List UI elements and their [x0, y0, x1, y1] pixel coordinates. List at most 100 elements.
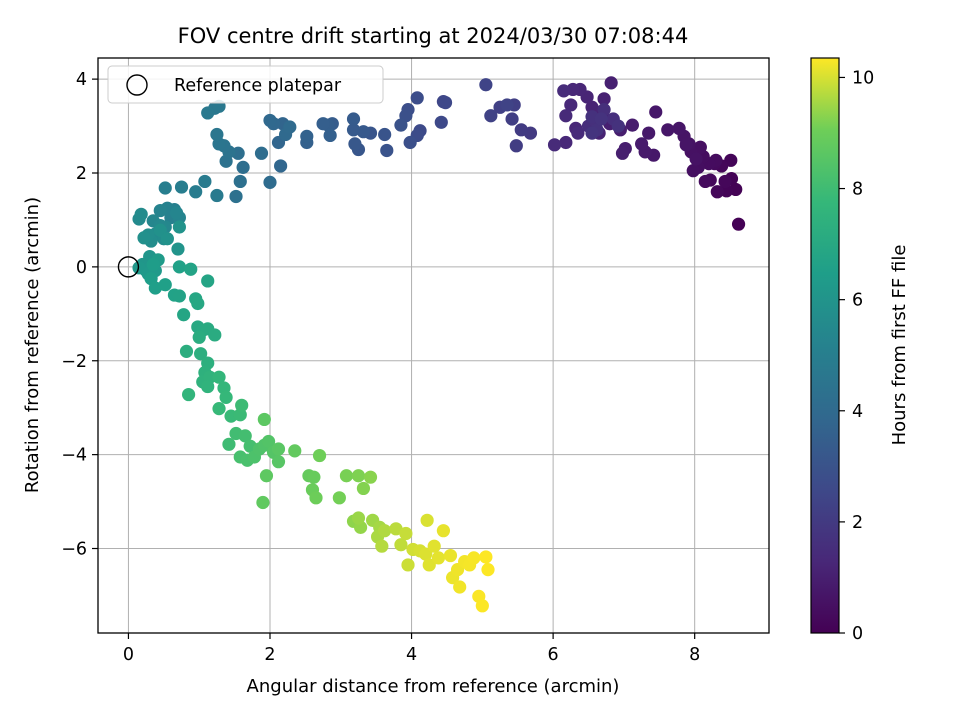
- data-point: [410, 91, 424, 105]
- data-point: [475, 599, 489, 613]
- data-point: [686, 164, 700, 178]
- data-point: [192, 330, 206, 344]
- data-point: [288, 444, 302, 458]
- data-point: [208, 328, 222, 342]
- data-point: [198, 174, 212, 189]
- data-point: [356, 125, 371, 139]
- data-point: [642, 126, 656, 140]
- y-tick-label: −2: [61, 352, 87, 372]
- data-point: [514, 123, 528, 137]
- data-point: [649, 105, 663, 119]
- data-point: [271, 442, 286, 456]
- data-point: [419, 547, 433, 561]
- data-point: [634, 137, 649, 151]
- data-point: [261, 434, 276, 449]
- data-point: [375, 539, 389, 553]
- x-tick-label: 6: [548, 645, 559, 665]
- data-point: [467, 551, 481, 565]
- data-point: [169, 206, 184, 220]
- data-point: [380, 143, 394, 158]
- data-point: [316, 117, 330, 131]
- data-point: [254, 146, 269, 160]
- data-point: [422, 558, 436, 572]
- legend-label-reference: Reference platepar: [174, 76, 342, 96]
- data-point: [378, 524, 392, 538]
- data-point: [571, 126, 585, 140]
- data-point: [158, 278, 172, 292]
- data-point: [718, 174, 732, 189]
- data-point: [378, 127, 392, 142]
- data-point: [201, 274, 215, 288]
- data-point: [401, 558, 415, 572]
- x-tick-label: 4: [406, 645, 417, 665]
- data-point: [177, 308, 191, 322]
- data-point: [585, 100, 599, 114]
- data-point: [479, 78, 493, 92]
- data-point: [233, 174, 247, 189]
- data-point: [389, 522, 403, 536]
- x-axis-label: Angular distance from reference (arcmin): [247, 676, 620, 697]
- legend-marker-reference: [126, 74, 148, 96]
- y-tick-label: −6: [61, 540, 87, 560]
- data-point: [351, 511, 366, 525]
- colorbar-ticks: 0 2 4 6 8 10: [839, 68, 874, 644]
- data-point: [323, 128, 337, 143]
- data-point: [271, 455, 286, 469]
- colorbar-tick-label: 4: [852, 402, 863, 422]
- colorbar-gradient: [810, 57, 840, 634]
- data-point: [420, 513, 434, 527]
- data-point: [594, 112, 608, 126]
- data-point: [263, 175, 277, 189]
- plot-frame: [97, 57, 770, 634]
- data-point: [212, 370, 226, 384]
- data-point: [172, 220, 186, 234]
- colorbar-tick-label: 10: [852, 68, 874, 88]
- data-point: [436, 524, 451, 538]
- y-tick-label: −4: [61, 446, 87, 466]
- data-point: [348, 137, 362, 151]
- data-point: [479, 550, 493, 564]
- data-points: [132, 76, 746, 613]
- reference-point: [117, 256, 140, 278]
- legend-box: [107, 65, 384, 104]
- data-point: [210, 188, 224, 203]
- data-point: [137, 231, 151, 245]
- data-point: [236, 160, 250, 174]
- data-point: [505, 112, 519, 126]
- data-point: [597, 92, 611, 106]
- data-point: [153, 203, 167, 218]
- data-point: [222, 437, 236, 451]
- data-point: [346, 112, 361, 126]
- data-point: [346, 123, 361, 137]
- colorbar-tick-label: 6: [852, 291, 863, 311]
- data-point: [403, 135, 417, 150]
- data-point: [557, 84, 571, 98]
- data-point: [339, 469, 354, 483]
- reference-marker: [117, 256, 140, 278]
- data-point: [259, 469, 274, 483]
- data-point: [201, 379, 215, 394]
- data-point: [427, 539, 441, 553]
- data-point: [351, 469, 366, 483]
- x-axis-ticks: 0 2 4 6 8: [123, 633, 700, 665]
- data-point: [238, 429, 252, 443]
- data-point: [160, 232, 174, 246]
- data-point: [615, 146, 630, 160]
- data-point: [611, 119, 625, 133]
- x-tick-label: 2: [264, 645, 275, 665]
- data-point: [731, 217, 746, 231]
- data-point: [625, 118, 639, 132]
- data-point: [194, 347, 208, 361]
- data-point: [256, 495, 270, 510]
- data-point: [171, 242, 185, 256]
- data-point: [431, 551, 446, 565]
- data-point: [585, 126, 599, 140]
- data-point: [453, 580, 467, 594]
- data-point: [559, 109, 573, 123]
- data-point: [500, 98, 514, 112]
- data-point: [134, 207, 148, 221]
- data-point: [698, 174, 712, 189]
- y-tick-label: 2: [76, 164, 87, 184]
